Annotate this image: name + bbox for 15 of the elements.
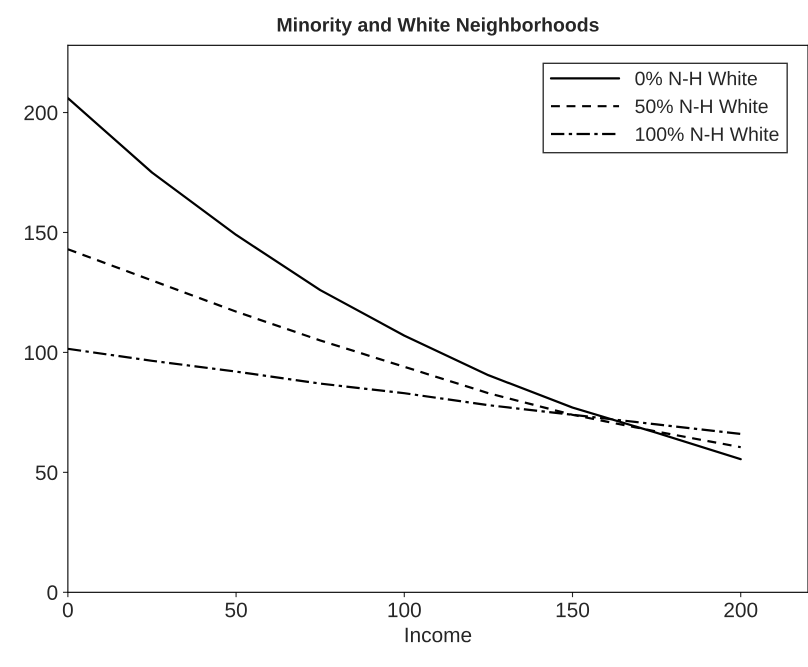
- x-tick-label: 150: [556, 602, 590, 618]
- x-tick-label: 0: [62, 602, 73, 618]
- x-tick-label: 50: [225, 602, 247, 618]
- y-tick-label: 200: [24, 106, 58, 120]
- y-tick-label: 0: [47, 585, 58, 600]
- x-tick-label: 200: [724, 602, 758, 618]
- x-tick-label: 100: [388, 602, 421, 618]
- legend-label: 50% N-H White: [635, 98, 768, 114]
- y-tick-label: 150: [24, 225, 58, 240]
- chart-title: Minority and White Neighborhoods: [278, 17, 599, 36]
- y-tick-label: 100: [24, 345, 58, 360]
- legend-label: 100% N-H White: [636, 126, 779, 142]
- x-axis-title: Income: [406, 628, 472, 642]
- legend-label: 0% N-H White: [635, 71, 757, 86]
- y-tick-label: 50: [36, 465, 58, 480]
